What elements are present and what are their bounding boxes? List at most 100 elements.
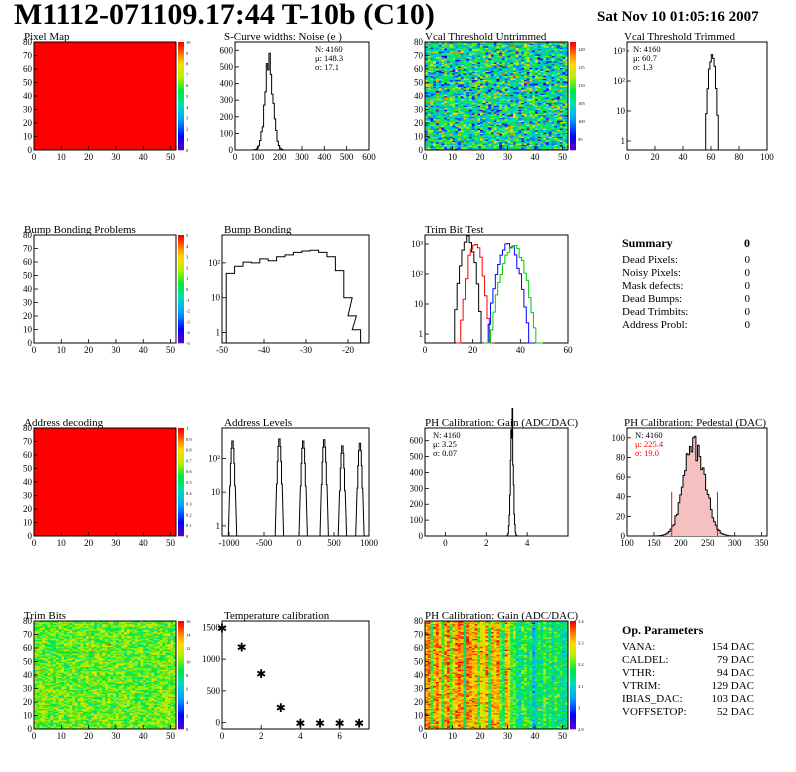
y-tick-label: 40 [23,284,33,294]
y-tick-label: 40 [23,670,33,680]
x-tick-label: 0 [233,152,238,162]
chart-title: S-Curve widths: Noise (e ) [224,31,342,43]
summary-label: Noisy Pixels: [622,267,681,279]
op-parameter-label: VANA: [622,641,656,653]
y-tick-label: 10 [23,711,33,721]
heatmap-fill [34,42,176,150]
chart-title: Temperature calibration [224,610,330,622]
y-tick-label: 500 [220,62,234,72]
y-tick-label: 50 [414,78,424,88]
x-tick-label: 50 [558,731,568,741]
palette-tick-label: 95 [578,137,583,142]
palette-tick-label: 3 [186,116,189,121]
summary-label: Address Probl: [622,319,688,331]
x-tick-label: 500 [340,152,354,162]
palette-tick-label: 3.2 [578,662,584,667]
x-tick-label: 300 [295,152,309,162]
y-tick-label: 70 [23,51,33,61]
x-tick-label: 50 [166,731,176,741]
y-tick-label: 0 [229,145,234,155]
data-point: ✱ [335,717,345,731]
y-tick-label: 20 [414,697,424,707]
palette-tick-label: 4 [186,700,189,705]
y-tick-label: 50 [23,78,33,88]
chart-ph-gain-map: PH Calibration: Gain (ADC/DAC) 2.9 3 3.1 3.2… [414,610,584,741]
op-parameter-value: 79 DAC [717,654,754,666]
y-tick-label: 80 [414,616,424,626]
date-stamp: Sat Nov 10 01:05:16 2007 [597,9,759,25]
x-tick-label: 40 [531,152,541,162]
x-tick-label: 40 [679,152,689,162]
palette-tick-label: 4 [186,105,189,110]
y-tick-label: 20 [23,311,33,321]
x-tick-label: 150 [647,538,661,548]
summary-label: Dead Trimbits: [622,306,689,318]
y-tick-label: 30 [23,491,33,501]
op-parameter-row: CALDEL: 79 DAC [622,654,754,667]
x-tick-label: 10 [57,731,67,741]
palette-tick-label: 2 [186,126,188,131]
y-tick-label: 1 [621,136,626,146]
palette-tick-label: 120 [578,47,586,52]
y-tick-label: 10 [23,325,33,335]
x-tick-label: 80 [735,152,745,162]
palette-tick-label: -4 [186,330,190,335]
address-peak [274,438,285,537]
palette-tick-label: 105 [578,101,586,106]
y-tick-label: 20 [23,697,33,707]
trim-series-histogram [481,243,536,344]
x-tick-label: 60 [707,152,717,162]
y-tick-label: 400 [220,79,234,89]
chart-title: Bump Bonding [224,224,292,236]
chart-address-decoding: Address decoding 0 0.1 0.2 0.3 0.4 0.5 0.6 0.7 0.… [23,417,192,548]
palette-tick-label: 2 [186,714,188,719]
data-point: ✱ [237,640,247,654]
op-parameter-value: 103 DAC [711,693,754,705]
y-tick-label: 100 [220,128,234,138]
y-tick-label: 1000 [202,654,221,664]
palette-tick-label: 0 [186,287,189,292]
y-tick-label: 10² [411,269,423,279]
pedestal-histogram [653,435,738,537]
chart-title: PH Calibration: Pedestal (DAC) [624,417,766,429]
summary-label: Dead Pixels: [622,254,678,266]
op-parameter-label: VTRIM: [622,680,661,692]
summary-value: 0 [744,254,751,266]
data-point: ✱ [295,717,305,731]
palette-tick-label: 6 [186,687,189,692]
palette-tick-label: 7 [186,72,189,77]
chart-title: Pixel Map [24,31,70,43]
x-tick-label: 4 [298,731,303,741]
op-parameter-row: VTHR: 94 DAC [622,667,754,680]
x-tick-label: 0 [625,152,630,162]
op-parameter-label: CALDEL: [622,654,669,666]
y-tick-label: 0 [28,724,33,734]
op-parameter-label: VOFFSETOP: [622,706,687,718]
y-tick-label: 60 [23,257,33,267]
x-tick-label: 40 [139,152,149,162]
palette-tick-label: 0.2 [186,512,192,517]
chart-title: PH Calibration: Gain (ADC/DAC) [425,417,578,429]
x-tick-label: 0 [220,731,225,741]
chart-title: Bump Bonding Problems [24,224,136,236]
y-tick-label: 10 [211,293,221,303]
chart-ph-pedestal: PH Calibration: Pedestal (DAC)100 150 200 2… [612,417,769,548]
y-tick-label: 10³ [613,46,625,56]
palette-tick-label: 5 [186,233,189,238]
palette: -5 -4 -3 -2 -1 0 1 2 3 4 5 [178,233,190,346]
heatmap-fill [34,235,176,343]
op-parameter-value: 154 DAC [711,641,754,653]
x-tick-label: -500 [256,538,273,548]
palette-tick-label: 8 [186,62,189,67]
summary-row: Noisy Pixels: 0 [622,267,750,280]
palette-tick-label: -1 [186,298,190,303]
stat-mean: μ: 60.7 [633,53,657,63]
palette-tick-label: 0.3 [186,502,192,507]
op-parameter-label: VTHR: [622,667,655,679]
x-tick-label: 20 [84,345,94,355]
y-tick-label: 1 [216,521,221,531]
palette-tick-label: 12 [186,646,191,651]
x-tick-label: 30 [503,152,513,162]
x-tick-label: 200 [674,538,688,548]
